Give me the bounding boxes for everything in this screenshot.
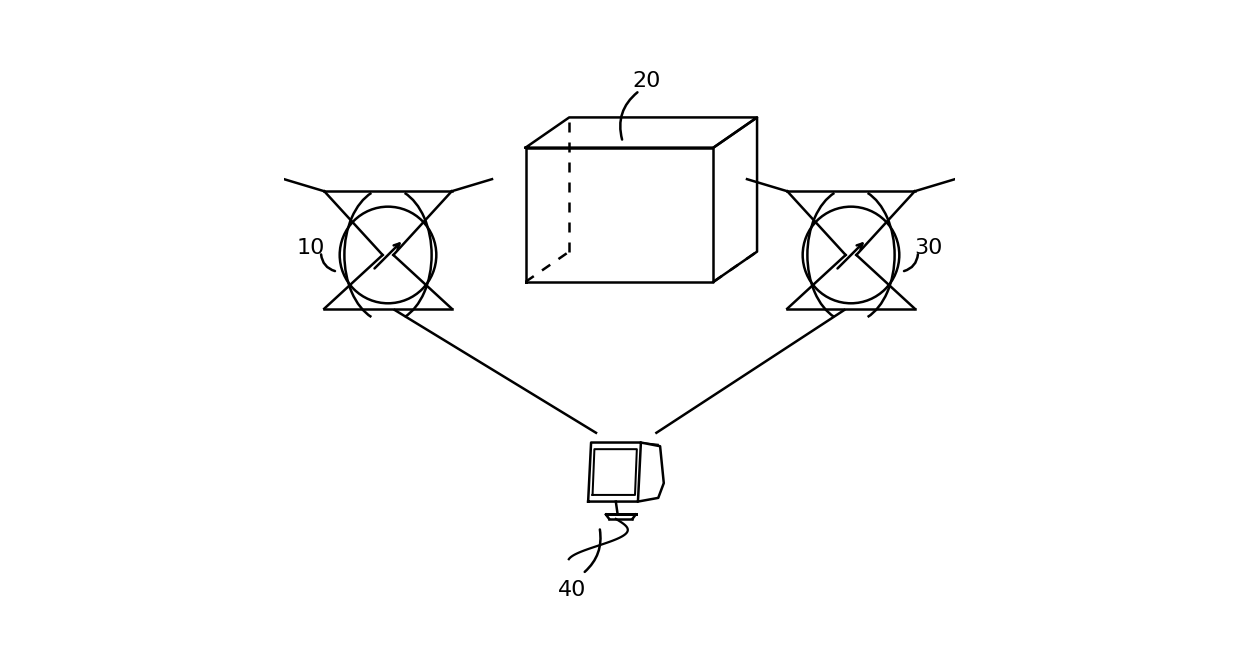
Text: 40: 40 [559, 580, 587, 601]
Text: 10: 10 [296, 238, 325, 258]
Text: 30: 30 [914, 238, 943, 258]
Text: 20: 20 [632, 70, 660, 91]
